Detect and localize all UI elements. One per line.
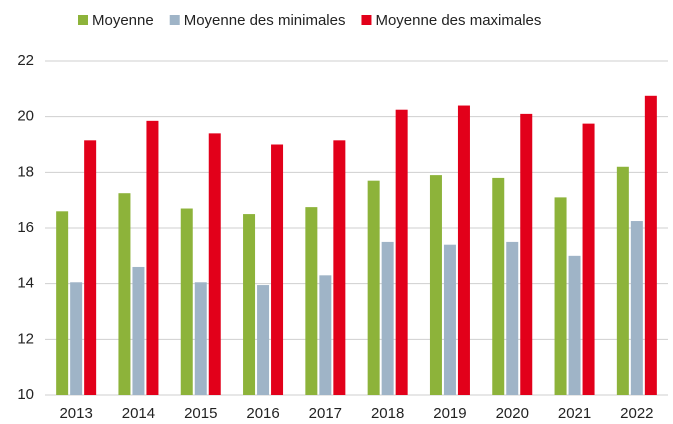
bar xyxy=(429,175,442,395)
x-tick-label: 2020 xyxy=(496,405,529,422)
y-tick-label: 12 xyxy=(17,330,34,347)
bar xyxy=(208,133,221,395)
bar xyxy=(319,275,332,395)
bar xyxy=(118,193,131,395)
legend-label: Moyenne des minimales xyxy=(184,12,346,29)
bar xyxy=(70,282,83,395)
bar xyxy=(644,95,657,396)
x-tick-label: 2018 xyxy=(371,405,404,422)
x-tick-label: 2013 xyxy=(59,405,92,422)
bar xyxy=(582,123,595,395)
y-tick-label: 22 xyxy=(17,52,34,69)
legend-swatch xyxy=(78,15,88,25)
bar xyxy=(243,214,256,395)
bar xyxy=(630,221,643,395)
bar xyxy=(367,180,380,395)
y-tick-label: 18 xyxy=(17,163,34,180)
y-tick-label: 16 xyxy=(17,219,34,236)
x-tick-label: 2021 xyxy=(558,405,591,422)
bar xyxy=(395,109,408,395)
x-tick-label: 2019 xyxy=(433,405,466,422)
bar xyxy=(520,113,533,395)
bar xyxy=(257,285,270,395)
x-tick-label: 2014 xyxy=(122,405,155,422)
bar xyxy=(333,140,346,395)
bar xyxy=(443,244,456,395)
bar xyxy=(194,282,207,395)
legend-swatch xyxy=(169,15,180,25)
bar xyxy=(492,177,505,395)
bar xyxy=(381,241,394,395)
x-tick-label: 2022 xyxy=(620,405,653,422)
bar xyxy=(554,197,567,395)
bar xyxy=(56,211,69,395)
bar xyxy=(506,241,519,395)
y-tick-label: 14 xyxy=(17,275,34,292)
x-tick-label: 2016 xyxy=(246,405,279,422)
legend-swatch xyxy=(361,15,372,25)
bar xyxy=(146,120,159,395)
legend-label: Moyenne des maximales xyxy=(375,12,541,29)
bar xyxy=(305,207,318,395)
legend-label: Moyenne xyxy=(92,12,154,29)
bar xyxy=(132,266,145,395)
bar xyxy=(457,105,470,396)
x-tick-label: 2015 xyxy=(184,405,217,422)
bar xyxy=(271,144,284,395)
bar xyxy=(84,140,97,395)
bar xyxy=(616,166,629,395)
bar xyxy=(180,208,193,395)
bar xyxy=(568,255,581,395)
y-tick-label: 10 xyxy=(17,386,34,403)
x-tick-label: 2017 xyxy=(309,405,342,422)
y-tick-label: 20 xyxy=(17,108,34,125)
